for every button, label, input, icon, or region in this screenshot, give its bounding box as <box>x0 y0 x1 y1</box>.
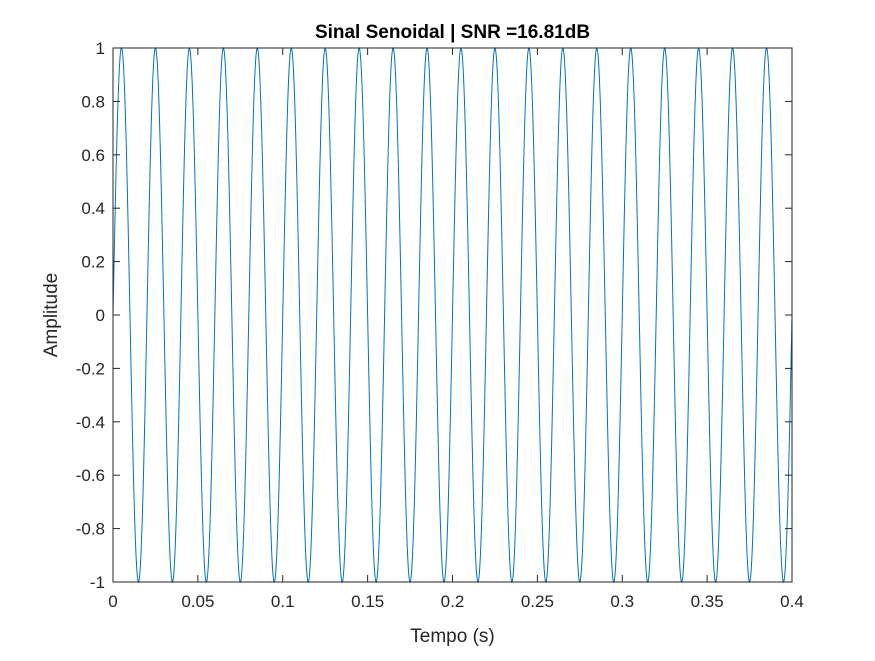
x-tick-label: 0.4 <box>780 592 804 611</box>
x-tick-label: 0.15 <box>351 592 384 611</box>
y-axis-ticks: 1 0.8 0.6 0.4 0.2 0 -0.2 -0.4 -0.6 -0.8 -1 <box>76 39 792 592</box>
x-axis-ticks: 0 0.05 0.1 0.15 0.2 0.25 0.3 0.35 0.4 <box>108 48 804 611</box>
y-tick-label: 1 <box>96 39 105 58</box>
y-tick-label: 0.6 <box>81 146 105 165</box>
x-axis-label: Tempo (s) <box>410 626 494 647</box>
chart-title: Sinal Senoidal | SNR =16.81dB <box>315 22 590 43</box>
y-tick-label: -0.8 <box>76 520 105 539</box>
series-line-0 <box>112 46 793 584</box>
x-tick-label: 0.3 <box>610 592 634 611</box>
x-tick-label: 0.1 <box>271 592 295 611</box>
y-tick-label: -0.6 <box>76 466 105 485</box>
series-layer <box>112 46 793 584</box>
x-tick-label: 0.25 <box>521 592 554 611</box>
y-tick-label: -0.2 <box>76 359 105 378</box>
y-tick-label: 0.2 <box>81 253 105 272</box>
x-tick-label: 0 <box>108 592 117 611</box>
x-tick-label: 0.05 <box>181 592 214 611</box>
y-tick-label: 0.4 <box>81 199 105 218</box>
y-tick-label: -1 <box>90 573 105 592</box>
y-tick-label: -0.4 <box>76 413 105 432</box>
x-tick-label: 0.35 <box>691 592 724 611</box>
x-tick-label: 0.2 <box>441 592 465 611</box>
y-axis-label: Amplitude <box>41 273 62 358</box>
y-tick-label: 0 <box>96 306 105 325</box>
y-tick-label: 0.8 <box>81 92 105 111</box>
